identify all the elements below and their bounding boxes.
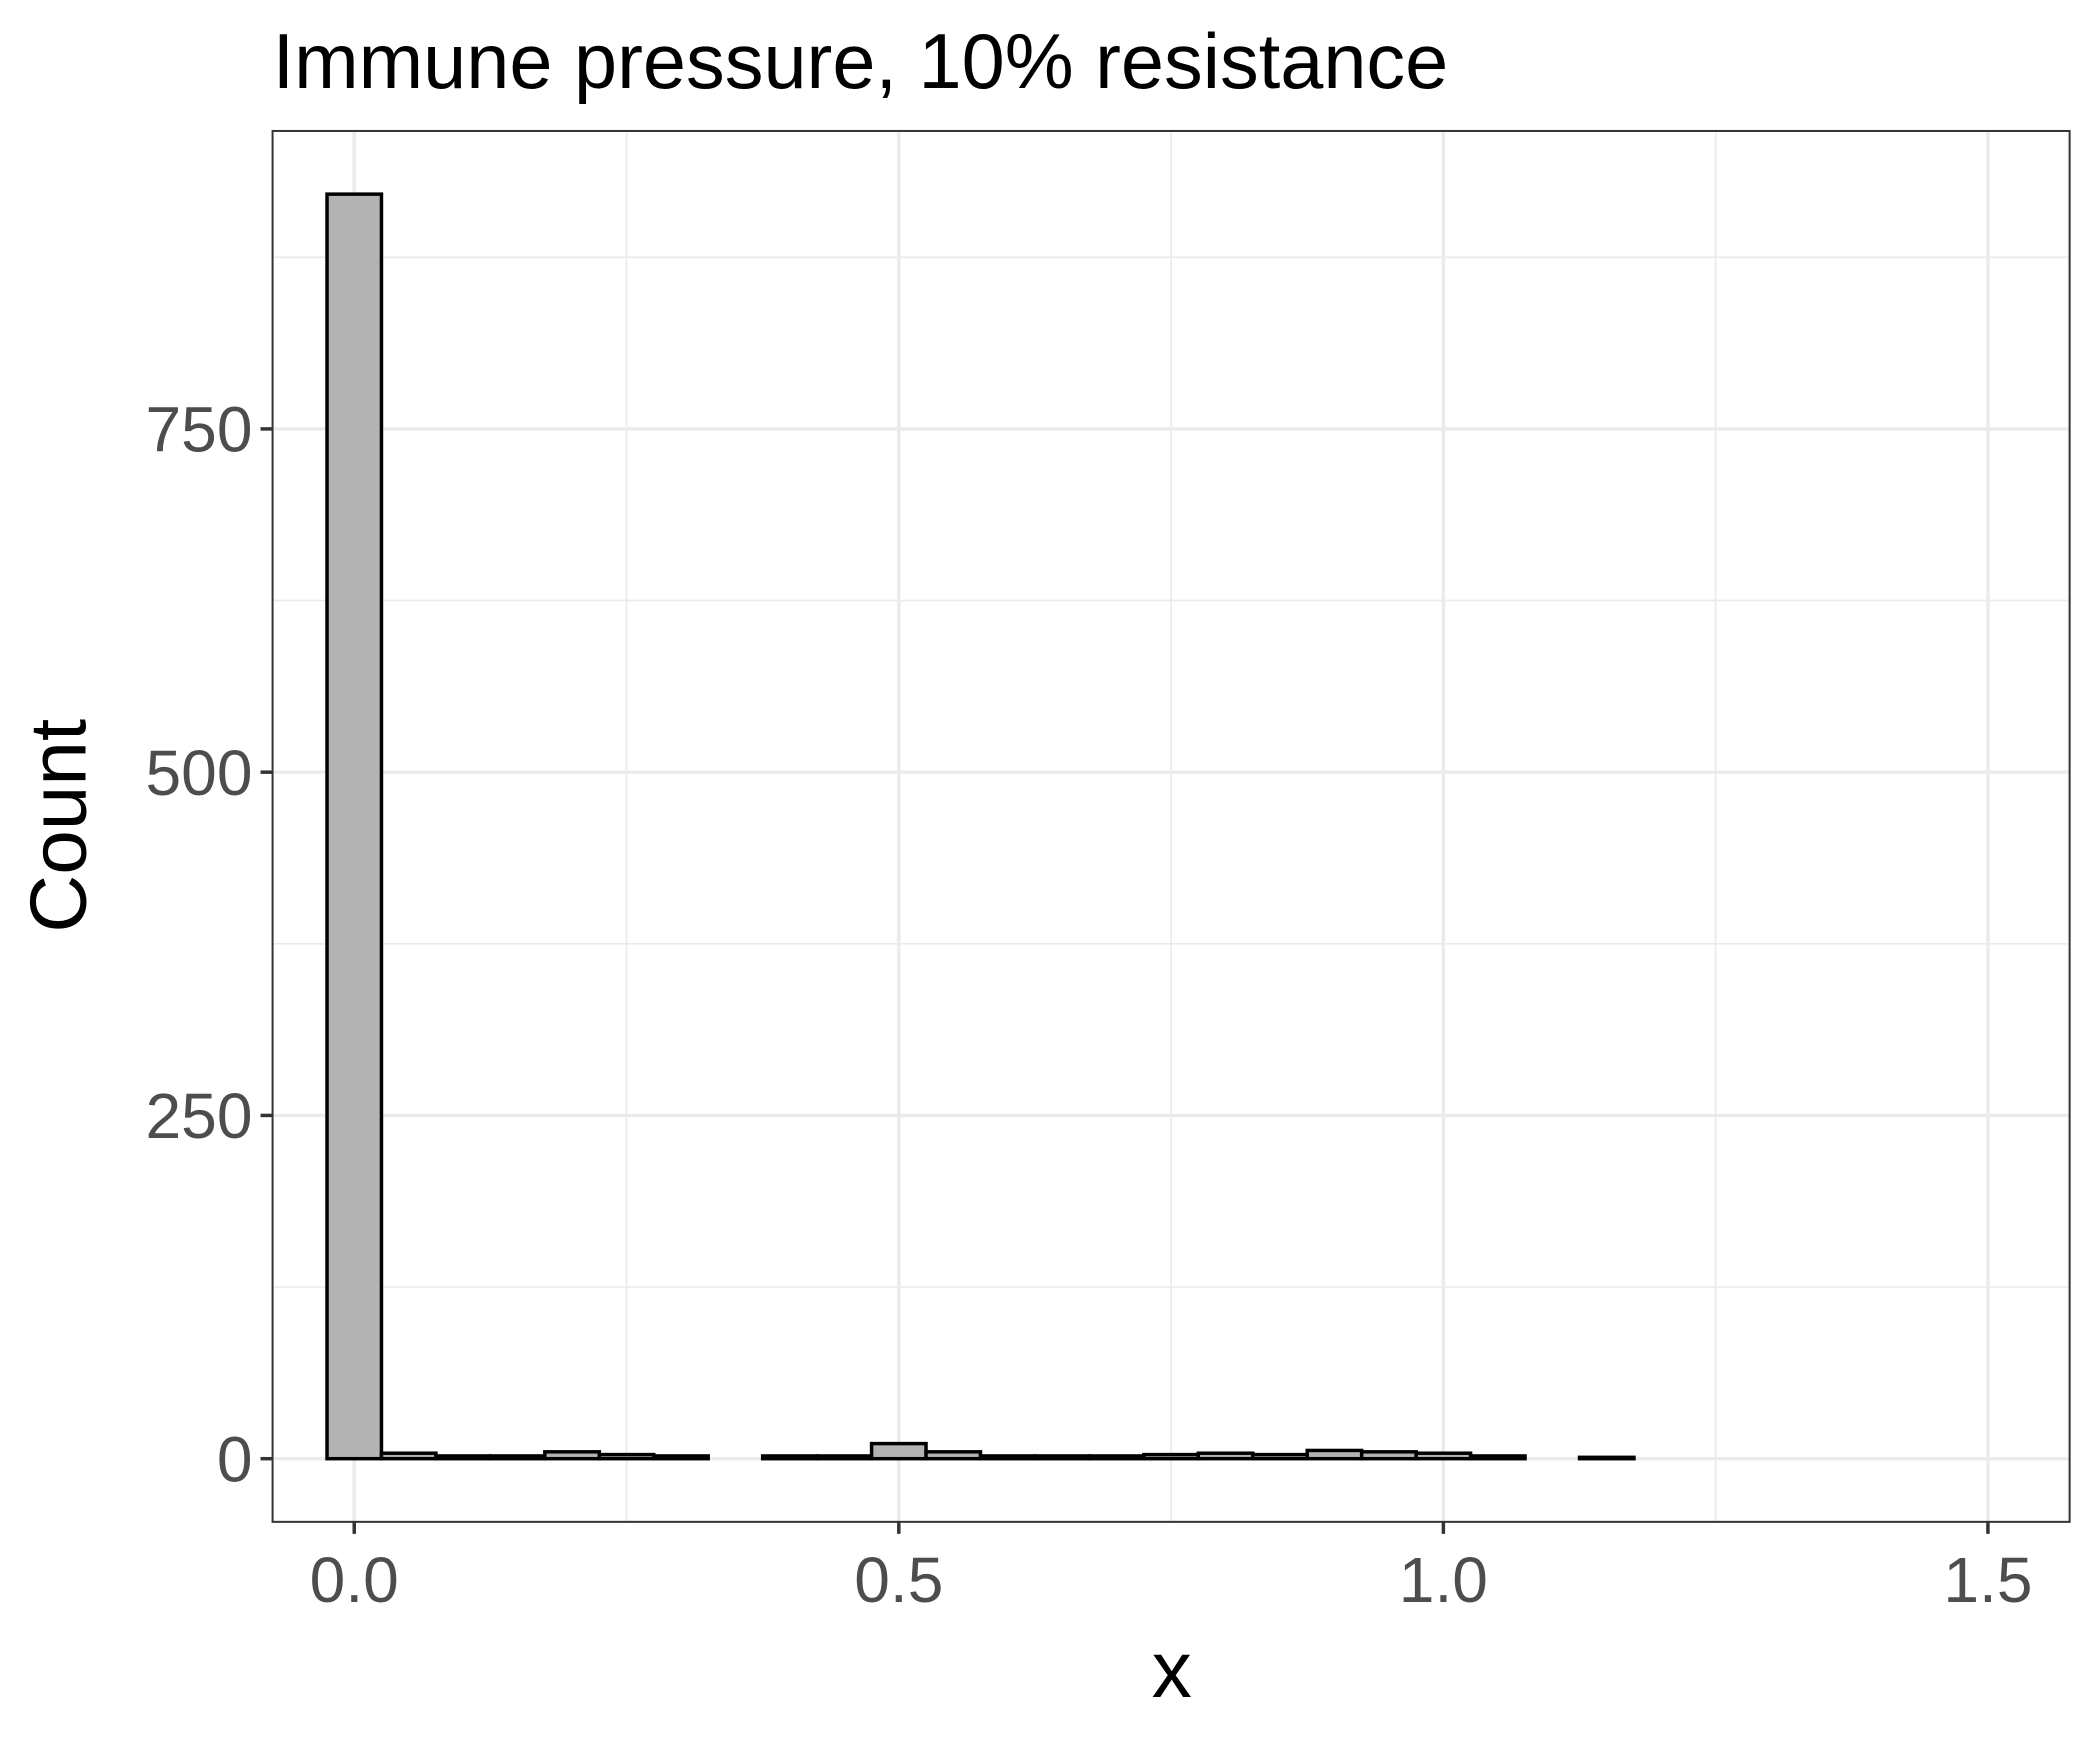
- bar: [869, 1441, 928, 1461]
- bar: [1359, 1450, 1418, 1461]
- bar: [652, 1454, 710, 1461]
- bar: [1033, 1454, 1092, 1461]
- bar: [815, 1454, 874, 1461]
- y-tick-label: 750: [146, 394, 253, 466]
- x-tick-label: 0.5: [854, 1544, 943, 1616]
- bar: [1142, 1452, 1201, 1461]
- panel-border: [271, 129, 2071, 1523]
- bar: [1468, 1454, 1527, 1461]
- bar: [1305, 1448, 1364, 1461]
- bar: [1087, 1454, 1146, 1461]
- y-tick-label: 250: [146, 1080, 253, 1152]
- x-tick-label: 1.5: [1943, 1544, 2032, 1616]
- x-axis-title: x: [1152, 1624, 1192, 1714]
- bar: [1251, 1452, 1309, 1461]
- bar: [597, 1452, 656, 1461]
- bar: [1577, 1455, 1636, 1461]
- x-tick-label: 1.0: [1399, 1544, 1488, 1616]
- bar: [924, 1450, 983, 1461]
- bar: [379, 1451, 438, 1461]
- bar: [1414, 1451, 1473, 1461]
- y-axis-title: Count: [13, 719, 103, 933]
- y-tick-label: 0: [217, 1423, 253, 1495]
- bar: [1196, 1451, 1255, 1461]
- bar: [325, 192, 384, 1461]
- chart-title: Immune pressure, 10% resistance: [273, 19, 1449, 105]
- x-tick-label: 0.0: [310, 1544, 399, 1616]
- bar: [978, 1454, 1037, 1461]
- y-tick-label: 500: [146, 737, 253, 809]
- bar: [543, 1450, 602, 1461]
- bar: [760, 1454, 819, 1461]
- bar: [488, 1454, 547, 1461]
- bar: [434, 1454, 493, 1461]
